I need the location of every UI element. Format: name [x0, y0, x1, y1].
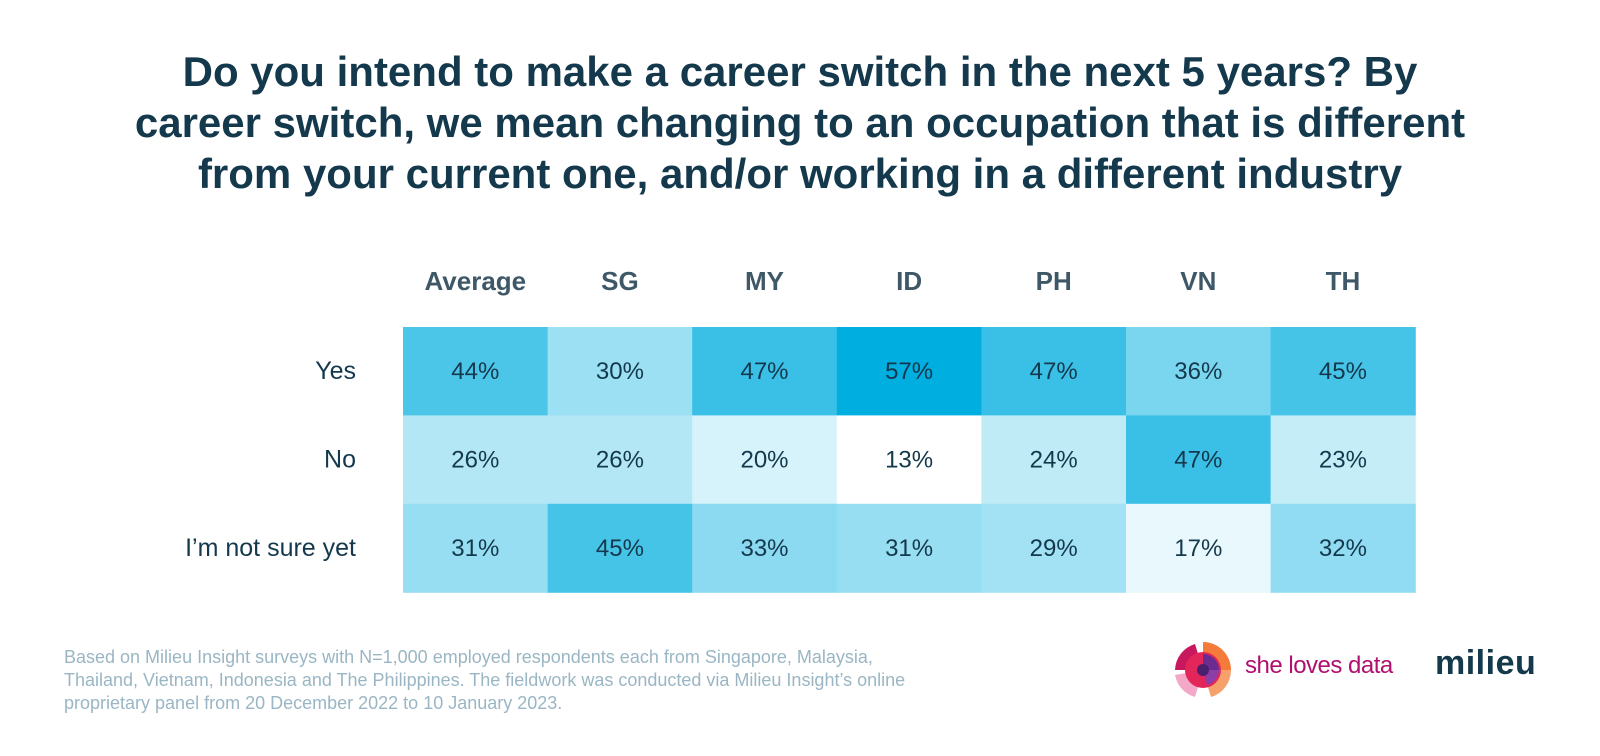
cell-value-label: 47%	[1030, 358, 1078, 385]
heatmap-cell	[547, 503, 693, 593]
cell-value-label: 24%	[1030, 447, 1078, 474]
heatmap-cell	[403, 503, 549, 593]
cell-value-label: 47%	[740, 358, 788, 385]
footnote-line: proprietary panel from 20 December 2022 …	[64, 693, 563, 713]
heatmap-cell	[1126, 415, 1272, 505]
cell-value-label: 26%	[451, 447, 499, 474]
cell-value-label: 26%	[596, 447, 644, 474]
cell-value-label: 31%	[885, 535, 933, 562]
milieu-logo: milieu	[1435, 644, 1537, 682]
cell-value-label: 45%	[596, 535, 644, 562]
footnote-line: Thailand, Vietnam, Indonesia and The Phi…	[64, 670, 906, 690]
chart-title-line: career switch, we mean changing to an oc…	[134, 99, 1466, 146]
cell-value-label: 30%	[596, 358, 644, 385]
column-header: VN	[1180, 266, 1216, 296]
cell-value-label: 45%	[1319, 358, 1367, 385]
chart-title: Do you intend to make a career switch in…	[60, 46, 1540, 199]
footnote: Based on Milieu Insight surveys with N=1…	[64, 646, 1084, 715]
column-header: PH	[1036, 266, 1072, 296]
heatmap-cell	[836, 327, 982, 416]
heatmap-cell	[1126, 327, 1272, 416]
heatmap-cell	[403, 415, 549, 505]
chart-title-line: Do you intend to make a career switch in…	[182, 48, 1418, 95]
heatmap-cell	[692, 503, 838, 593]
radial-chart-logo-icon	[1175, 642, 1232, 697]
row-labels: Yes No I’m not sure yet	[185, 357, 356, 562]
footnote-line: Based on Milieu Insight surveys with N=1…	[64, 647, 873, 667]
cell-value-label: 20%	[740, 447, 788, 474]
heatmap-cell	[981, 415, 1127, 505]
heatmap-cell	[981, 503, 1127, 593]
heatmap-cell	[692, 415, 838, 505]
heatmap-cell	[547, 327, 693, 416]
cell-value-label: 29%	[1030, 535, 1078, 562]
chart-title-line: from your current one, and/or working in…	[197, 150, 1403, 197]
column-header: MY	[745, 266, 784, 296]
cell-value-label: 13%	[885, 447, 933, 474]
heatmap-cell	[1270, 327, 1416, 416]
heatmap-cell	[836, 415, 982, 505]
row-label: Yes	[315, 357, 356, 385]
cell-value-label: 36%	[1174, 358, 1222, 385]
cell-value-label: 31%	[451, 535, 499, 562]
cell-value-label: 32%	[1319, 535, 1367, 562]
column-header: Average	[424, 266, 526, 296]
heatmap-cell	[692, 327, 838, 416]
heatmap-cell	[981, 327, 1127, 416]
cell-value-label: 33%	[740, 535, 788, 562]
column-header: TH	[1326, 266, 1361, 296]
heatmap-cells: 44% 30% 47% 57% 47% 36% 45% 26% 26% 20% 13% 24% 47% 2…	[403, 327, 1416, 593]
heatmap-cell	[1126, 503, 1272, 593]
heatmap-cell	[403, 327, 549, 416]
cell-value-label: 57%	[885, 358, 933, 385]
column-headers: Average SG MY ID PH VN TH	[424, 266, 1360, 296]
row-label: I’m not sure yet	[185, 534, 356, 562]
cell-value-label: 17%	[1174, 535, 1222, 562]
heatmap-cell	[1270, 415, 1416, 505]
she-loves-data-wordmark: she loves data	[1245, 652, 1393, 679]
heatmap-cell	[836, 503, 982, 593]
cell-value-label: 44%	[451, 358, 499, 385]
row-label: No	[324, 446, 356, 474]
heatmap-cell	[1270, 503, 1416, 593]
heatmap-cell	[547, 415, 693, 505]
column-header: ID	[896, 266, 922, 296]
she-loves-data-logo: she loves data	[1165, 640, 1395, 700]
column-header: SG	[601, 266, 639, 296]
cell-value-label: 23%	[1319, 447, 1367, 474]
cell-value-label: 47%	[1174, 447, 1222, 474]
